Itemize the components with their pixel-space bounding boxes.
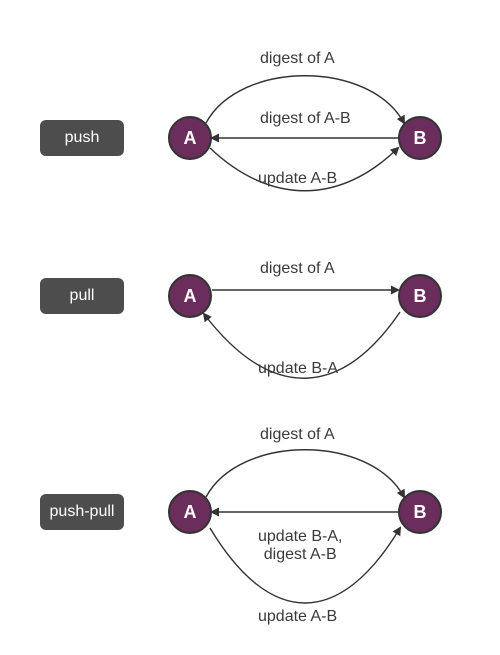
push-node-a: A <box>168 116 212 160</box>
pushpull-node-a: A <box>168 490 212 534</box>
pull-node-b: B <box>398 274 442 318</box>
push-edge-bottom-label: update A-B <box>258 170 337 188</box>
pushpull-label-box: push-pull <box>40 494 124 530</box>
arrow-canvas <box>0 0 500 655</box>
push-edge-top-label: digest of A <box>260 50 335 68</box>
edge-pushpull-top <box>206 450 404 497</box>
pushpull-node-b: B <box>398 490 442 534</box>
push-edge-mid-label: digest of A-B <box>260 110 351 128</box>
push-node-b: B <box>398 116 442 160</box>
pushpull-edge-bottom-label: update A-B <box>258 608 337 626</box>
pushpull-edge-top-label: digest of A <box>260 426 335 444</box>
diagram-stage: push A B digest of A digest of A-B updat… <box>0 0 500 655</box>
push-label-box: push <box>40 120 124 156</box>
pull-edge-top-label: digest of A <box>260 260 335 278</box>
pull-label-box: pull <box>40 278 124 314</box>
pushpull-edge-mid-label: update B-A, digest A-B <box>258 528 343 564</box>
pull-node-a: A <box>168 274 212 318</box>
pull-edge-bottom-label: update B-A <box>258 360 338 378</box>
